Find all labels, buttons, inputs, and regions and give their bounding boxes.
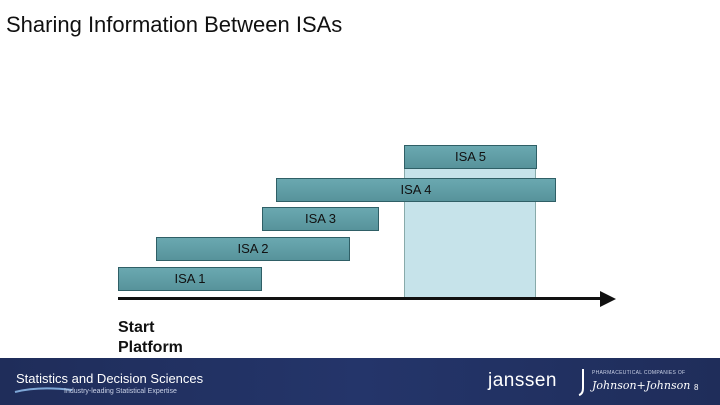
bar-isa-1: ISA 1 <box>118 267 262 291</box>
slide-title: Sharing Information Between ISAs <box>6 12 343 37</box>
swoosh-icon <box>14 387 73 393</box>
footer-tagline: Industry-leading Statistical Expertise <box>64 388 177 395</box>
bar-isa-5: ISA 5 <box>404 145 537 169</box>
footer-brand: Statistics and Decision Sciences <box>16 371 204 386</box>
footer-bar: Statistics and Decision Sciences Industr… <box>0 358 720 405</box>
page-number: 8 <box>694 383 699 392</box>
start-label-line1: Start <box>118 319 155 336</box>
bar-isa-3-label: ISA 3 <box>304 211 337 226</box>
start-label-line2: Platform <box>118 339 183 356</box>
time-axis-line <box>118 297 604 300</box>
bar-isa-5-label: ISA 5 <box>454 149 487 164</box>
bar-isa-4-label: ISA 4 <box>400 182 432 197</box>
bar-isa-1-label: ISA 1 <box>174 271 206 286</box>
janssen-mark-icon <box>578 369 584 396</box>
bar-isa-4: ISA 4 <box>276 178 556 202</box>
jnj-logo: Johnson+Johnson <box>592 379 691 392</box>
bar-isa-3: ISA 3 <box>262 207 379 231</box>
bar-isa-2-label: ISA 2 <box>237 241 269 256</box>
pharma-caption: PHARMACEUTICAL COMPANIES OF <box>592 370 686 376</box>
janssen-logo: janssen <box>488 370 557 391</box>
start-platform-label: Start Platform <box>118 318 183 358</box>
time-axis-arrowhead <box>600 291 616 307</box>
bar-isa-2: ISA 2 <box>156 237 350 261</box>
